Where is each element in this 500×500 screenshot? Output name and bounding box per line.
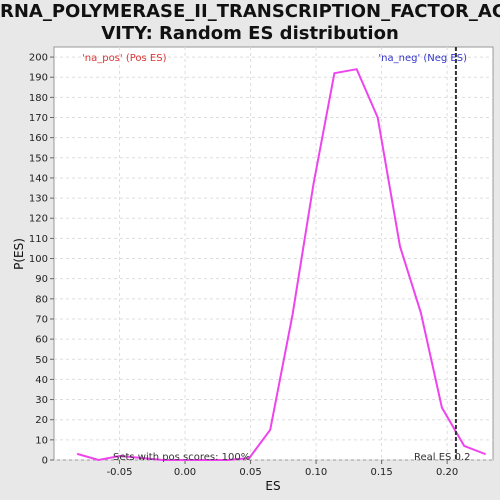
y-tick-label: 140 bbox=[29, 173, 48, 184]
y-axis-label: P(ES) bbox=[12, 238, 26, 270]
data-point bbox=[355, 68, 358, 70]
data-point bbox=[291, 314, 294, 316]
y-tick-label: 160 bbox=[29, 133, 48, 144]
sets-annotation: Sets with pos scores: 100% bbox=[113, 452, 250, 463]
x-tick-label: 0.00 bbox=[174, 467, 196, 478]
y-tick-label: 20 bbox=[35, 415, 48, 426]
series-points bbox=[76, 68, 486, 461]
y-tick-label: 100 bbox=[29, 254, 48, 265]
data-point bbox=[312, 183, 315, 185]
data-point bbox=[399, 245, 401, 248]
series-line bbox=[77, 68, 486, 462]
data-point bbox=[463, 445, 465, 447]
y-tick-label: 40 bbox=[35, 375, 48, 386]
y-tick-label: 130 bbox=[29, 194, 48, 205]
data-point bbox=[76, 453, 79, 455]
data-point bbox=[376, 116, 379, 119]
data-point bbox=[227, 459, 230, 461]
data-point bbox=[441, 406, 443, 409]
chart-title-line-1: RNA_POLYMERASE_II_TRANSCRIPTION_FACTOR_A… bbox=[0, 1, 500, 22]
y-tick-label: 190 bbox=[29, 73, 48, 84]
y-tick-label: 80 bbox=[35, 294, 48, 305]
data-point bbox=[184, 459, 186, 461]
legend-pos-label: 'na_pos' (Pos ES) bbox=[82, 53, 167, 64]
y-tick-label: 0 bbox=[42, 456, 48, 467]
data-point bbox=[269, 428, 272, 431]
x-tick-label: 0.05 bbox=[239, 467, 261, 478]
y-tick-label: 120 bbox=[29, 214, 48, 225]
data-point bbox=[205, 459, 207, 461]
x-tick-label: 0.10 bbox=[305, 467, 327, 478]
y-tick-label: 70 bbox=[35, 314, 48, 325]
y-tick-label: 50 bbox=[35, 355, 48, 366]
data-point bbox=[484, 453, 486, 455]
chart-title-line-2: VITY: Random ES distribution bbox=[101, 23, 399, 44]
legend-neg-label: 'na_neg' (Neg ES) bbox=[378, 53, 467, 64]
y-tick-label: 30 bbox=[35, 395, 48, 406]
y-tick-label: 180 bbox=[29, 93, 48, 104]
data-point bbox=[333, 72, 336, 74]
data-point bbox=[420, 312, 422, 314]
axes: 0 10 20 30 40 50 60 70 80 90 100 110 120 130 140 150 160… bbox=[29, 53, 458, 478]
y-tick-label: 150 bbox=[29, 153, 48, 164]
data-point bbox=[248, 457, 251, 459]
grid bbox=[54, 47, 493, 461]
y-tick-label: 170 bbox=[29, 113, 48, 124]
y-tick-label: 60 bbox=[35, 335, 48, 346]
data-point bbox=[97, 459, 100, 461]
x-tick-label: 0.20 bbox=[436, 467, 458, 478]
plot-area bbox=[53, 46, 494, 461]
y-tick-label: 110 bbox=[29, 234, 48, 245]
y-tick-label: 90 bbox=[35, 274, 48, 285]
data-point bbox=[118, 455, 121, 457]
real-es-annotation: Real ES 0.2 bbox=[414, 452, 470, 463]
x-tick-label: -0.05 bbox=[107, 467, 133, 478]
chart-title: RNA_POLYMERASE_II_TRANSCRIPTION_FACTOR_A… bbox=[0, 1, 500, 45]
x-tick-label: 0.15 bbox=[370, 467, 392, 478]
data-point bbox=[161, 459, 164, 461]
x-axis-label: ES bbox=[265, 479, 280, 493]
data-point bbox=[141, 457, 143, 459]
y-tick-label: 10 bbox=[35, 435, 48, 446]
y-tick-label: 200 bbox=[29, 53, 48, 64]
